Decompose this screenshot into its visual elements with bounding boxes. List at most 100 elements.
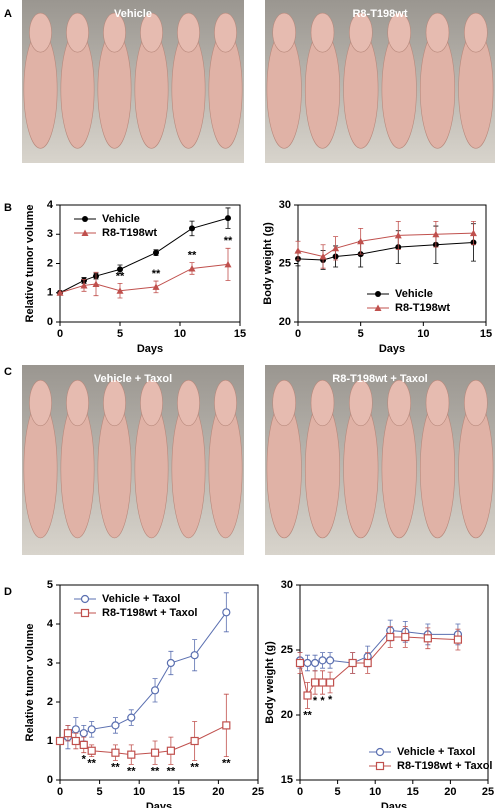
marker bbox=[127, 750, 136, 759]
marker bbox=[363, 658, 372, 668]
marker bbox=[153, 249, 159, 256]
series-line bbox=[299, 636, 458, 697]
y-tick-label: 2 bbox=[47, 696, 53, 708]
significance: ** bbox=[87, 758, 96, 770]
y-tick-label: 1 bbox=[47, 287, 53, 299]
marker bbox=[394, 231, 402, 239]
y-tick-label: 2 bbox=[47, 257, 53, 269]
significance: ** bbox=[190, 761, 199, 773]
x-tick-label: 5 bbox=[335, 786, 341, 798]
legend-marker bbox=[81, 229, 89, 236]
marker bbox=[222, 608, 231, 617]
x-tick-label: 15 bbox=[173, 786, 185, 798]
marker bbox=[453, 635, 463, 644]
marker bbox=[79, 740, 88, 750]
photo-label: R8-T198wt + Taxol bbox=[332, 373, 427, 385]
x-tick-label: 0 bbox=[295, 328, 301, 340]
plot-frame bbox=[297, 204, 487, 323]
marker bbox=[432, 230, 440, 238]
series-line bbox=[59, 612, 227, 742]
x-tick-label: 10 bbox=[133, 786, 145, 798]
panel-letter: D bbox=[4, 586, 12, 598]
x-axis-label: Days bbox=[381, 801, 407, 808]
y-tick-label: 25 bbox=[279, 257, 291, 269]
significance: * bbox=[82, 754, 87, 766]
photo bbox=[265, 365, 495, 555]
y-tick-label: 20 bbox=[281, 709, 293, 721]
y-tick-label: 0 bbox=[47, 316, 53, 328]
mouse-head bbox=[425, 12, 450, 53]
y-axis-label: Relative tumor volume bbox=[24, 624, 36, 742]
y-tick-label: 30 bbox=[281, 579, 293, 591]
x-axis-label: Days bbox=[379, 343, 405, 355]
mouse-head bbox=[464, 12, 488, 53]
y-tick-label: 30 bbox=[279, 199, 291, 211]
marker bbox=[325, 656, 335, 665]
marker bbox=[294, 247, 302, 254]
marker bbox=[150, 686, 160, 695]
legend-label: R8-T198wt + Taxol bbox=[397, 760, 492, 772]
marker bbox=[152, 283, 160, 290]
mouse-head bbox=[310, 12, 335, 53]
x-tick-label: 10 bbox=[369, 786, 381, 798]
y-tick-label: 4 bbox=[47, 618, 54, 630]
marker bbox=[117, 266, 123, 273]
mouse-head bbox=[66, 379, 89, 427]
mouse-head bbox=[349, 379, 373, 427]
y-tick-label: 1 bbox=[47, 735, 53, 747]
marker bbox=[295, 658, 305, 668]
x-tick-label: 20 bbox=[212, 786, 224, 798]
significance: * bbox=[320, 695, 325, 707]
marker bbox=[303, 658, 312, 668]
x-tick-label: 10 bbox=[174, 328, 186, 340]
x-tick-label: 0 bbox=[57, 786, 63, 798]
panel-letter: A bbox=[4, 8, 12, 20]
legend-marker bbox=[374, 304, 382, 311]
significance: ** bbox=[167, 765, 176, 777]
legend-label: Vehicle bbox=[102, 213, 140, 225]
marker bbox=[310, 678, 320, 687]
x-tick-label: 10 bbox=[417, 328, 429, 340]
marker bbox=[79, 729, 88, 738]
significance: ** bbox=[116, 270, 125, 282]
legend-label: R8-T198wt + Taxol bbox=[102, 607, 197, 619]
marker bbox=[318, 656, 327, 665]
mouse-head bbox=[464, 379, 488, 427]
marker bbox=[348, 658, 357, 668]
significance: ** bbox=[303, 709, 312, 721]
marker bbox=[224, 260, 232, 268]
x-tick-label: 25 bbox=[252, 786, 264, 798]
legend-marker bbox=[80, 608, 90, 618]
mouse-head bbox=[310, 379, 335, 427]
marker bbox=[87, 746, 96, 755]
marker bbox=[71, 736, 80, 746]
significance: ** bbox=[127, 765, 136, 777]
x-tick-label: 15 bbox=[234, 328, 246, 340]
legend-marker bbox=[82, 216, 88, 222]
marker bbox=[127, 713, 136, 722]
photo-label: R8-T198wt bbox=[352, 8, 407, 20]
mouse-head bbox=[272, 379, 296, 427]
mouse-head bbox=[103, 379, 126, 427]
photo bbox=[22, 0, 244, 163]
y-tick-label: 3 bbox=[47, 228, 53, 240]
legend-marker bbox=[80, 594, 90, 604]
mouse-head bbox=[177, 379, 200, 427]
marker bbox=[111, 721, 120, 730]
legend-marker bbox=[375, 747, 385, 757]
marker bbox=[225, 215, 231, 222]
marker bbox=[63, 729, 73, 738]
marker bbox=[357, 237, 365, 245]
x-tick-label: 20 bbox=[444, 786, 456, 798]
x-tick-label: 5 bbox=[358, 328, 364, 340]
x-axis-label: Days bbox=[137, 343, 163, 355]
legend-label: Vehicle + Taxol bbox=[397, 746, 475, 758]
mouse-head bbox=[387, 379, 411, 427]
marker bbox=[401, 632, 410, 642]
marker bbox=[190, 651, 199, 660]
mouse-head bbox=[349, 12, 373, 53]
y-tick-label: 4 bbox=[47, 199, 54, 211]
marker bbox=[80, 281, 88, 289]
marker bbox=[116, 287, 124, 294]
